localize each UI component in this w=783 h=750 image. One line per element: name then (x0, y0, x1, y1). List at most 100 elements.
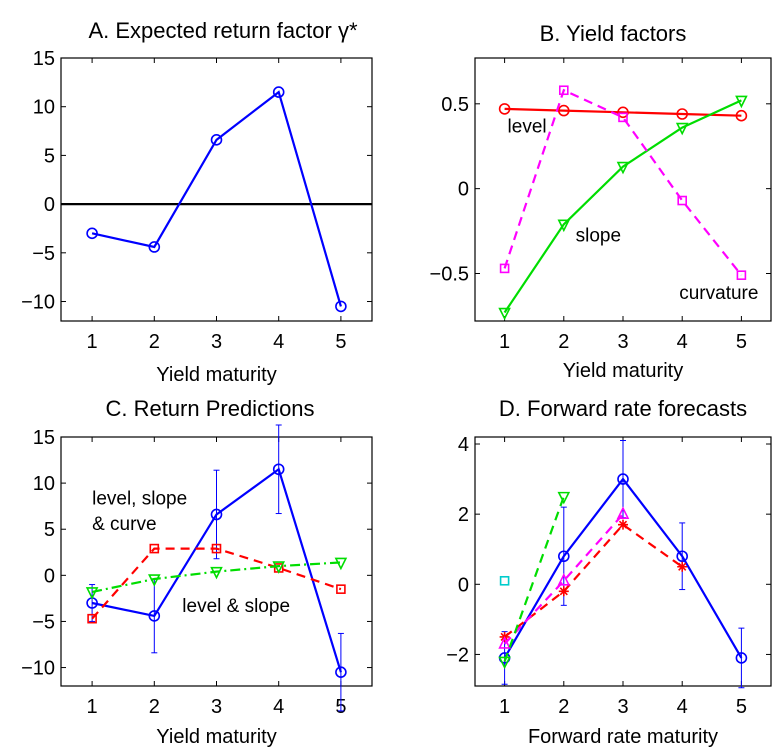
panel-b-data-point (617, 106, 629, 119)
panel-a-data-point (272, 86, 285, 98)
panel-c-annotation: & curve (92, 514, 156, 535)
panel-b: B. Yield factors Yield maturity 1 2 3 4 5 −0.5 0… (430, 21, 772, 382)
panel-d-series-line (503, 477, 743, 659)
panel-a-ytick-label: 15 (33, 48, 55, 70)
panel-d-series-2 (498, 506, 630, 649)
panel-b-axes-frame (474, 57, 772, 322)
panel-c-xtick-label: 1 (87, 696, 98, 718)
panel-b-data-point (675, 122, 689, 136)
panel-d-xlabel: Forward rate maturity (528, 726, 718, 748)
panel-d-series-line (503, 523, 683, 638)
panel-b-series-2 (499, 85, 747, 280)
panel-a-data-point (210, 134, 223, 146)
panel-c-annotation: level, slope (92, 488, 187, 509)
panel-d-data-point (557, 572, 571, 586)
panel-d-ytick-label: −2 (446, 644, 469, 666)
panel-a-xtick-label: 2 (149, 331, 160, 353)
panel-b-data-point (735, 109, 748, 122)
panel-c-ytick-label: 15 (33, 427, 55, 449)
panel-b-data-point (676, 108, 689, 120)
panel-a-ytick-label: −5 (32, 243, 55, 265)
panel-c-ytick-label: −5 (32, 611, 55, 633)
panel-b-series-1 (498, 95, 748, 321)
panel-c-data-point (148, 610, 161, 622)
panel-c-title: C. Return Predictions (105, 396, 314, 421)
panel-d-xtick-label: 3 (617, 696, 628, 718)
panel-b-series-line (503, 99, 742, 314)
panel-b-data-point (558, 85, 569, 96)
panel-a-xtick-label: 1 (87, 331, 98, 353)
panel-b-series-line (503, 88, 743, 276)
panel-b-data-point (677, 195, 688, 206)
panel-a-series-0 (86, 86, 347, 313)
panel-b-xtick-label: 2 (558, 331, 569, 353)
panel-d-data-point (557, 550, 570, 563)
panel-a-series-line (91, 90, 342, 307)
panel-d-data-point (558, 586, 569, 597)
panel-c-annotation: level & slope (182, 596, 290, 617)
panel-b-xtick-label: 5 (736, 331, 747, 353)
panel-d-data-point (676, 550, 689, 563)
panel-c-xlabel: Yield maturity (156, 726, 276, 748)
panel-d-ytick-label: 2 (458, 504, 469, 526)
panel-c-data-point (211, 543, 222, 554)
panel-c-series-2 (85, 557, 348, 600)
panel-a-xtick-label: 3 (211, 331, 222, 353)
panel-b-series-0 (498, 103, 748, 122)
panel-c-data-point (272, 463, 285, 476)
panel-b-series-line (504, 107, 742, 117)
panel-d-data-point (618, 519, 628, 530)
panel-d-data-point (735, 652, 748, 664)
panel-b-data-point (499, 263, 510, 274)
panel-a-xtick-label: 4 (273, 331, 284, 353)
panel-c-xtick-label: 4 (273, 696, 284, 718)
panel-a-data-point (148, 241, 161, 253)
panel-b-ytick-label: 0 (458, 179, 469, 201)
panel-a-xlabel: Yield maturity (156, 364, 276, 386)
panel-b-data-point (557, 104, 570, 117)
panel-d-xtick-label: 1 (499, 696, 510, 718)
panel-b-data-point (735, 95, 748, 109)
panel-b-xtick-label: 4 (677, 331, 688, 353)
panel-b-data-point (498, 307, 511, 321)
panel-d-xtick-label: 5 (736, 696, 747, 718)
panel-d-series-3 (498, 491, 571, 670)
panel-c-ytick-label: −10 (21, 658, 55, 680)
panel-c-data-point (210, 566, 223, 580)
panel-b-data-point (557, 219, 571, 233)
panel-c-xtick-label: 3 (211, 696, 222, 718)
panel-a-xtick-label: 5 (335, 331, 346, 353)
panel-d-data-point (617, 473, 629, 485)
panel-a-data-point (335, 300, 347, 313)
panel-d-series-0 (498, 440, 748, 689)
panel-a: A. Expected return factor γ* Yield maturi… (21, 18, 373, 386)
panel-b-data-point (498, 103, 511, 115)
panel-b-data-point (616, 161, 630, 175)
panel-b-ytick-label: −0.5 (430, 263, 469, 285)
panel-c-series-line (91, 561, 341, 594)
panel-c-data-point (87, 613, 97, 624)
panel-c: C. Return Predictions Yield maturity 1 2 3 4 5… (21, 396, 373, 748)
panel-c-data-point (149, 543, 160, 554)
panel-d-xtick-label: 4 (677, 696, 688, 718)
panel-b-annotation: level (508, 117, 547, 138)
panel-c-ytick-label: 5 (44, 519, 55, 541)
panel-a-title: A. Expected return factor γ* (88, 18, 357, 43)
panel-d-data-point (499, 575, 510, 586)
panel-b-data-point (736, 270, 747, 280)
panel-d-data-point (498, 656, 511, 670)
panel-d-data-point (498, 636, 511, 649)
panel-a-ytick-label: 5 (44, 145, 55, 167)
panel-c-data-point (335, 666, 347, 678)
panel-d-data-point (557, 491, 571, 505)
panel-c-data-point (148, 574, 161, 587)
panel-c-series-line (91, 467, 342, 673)
panel-b-xtick-label: 3 (617, 331, 628, 353)
panel-b-annotation: curvature (679, 283, 758, 304)
panel-c-data-point (336, 584, 346, 594)
panel-c-series-line (91, 547, 342, 620)
panel-a-ytick-label: 10 (33, 97, 55, 119)
panel-b-xlabel: Yield maturity (563, 360, 683, 382)
panel-b-annotation: slope (576, 225, 621, 246)
